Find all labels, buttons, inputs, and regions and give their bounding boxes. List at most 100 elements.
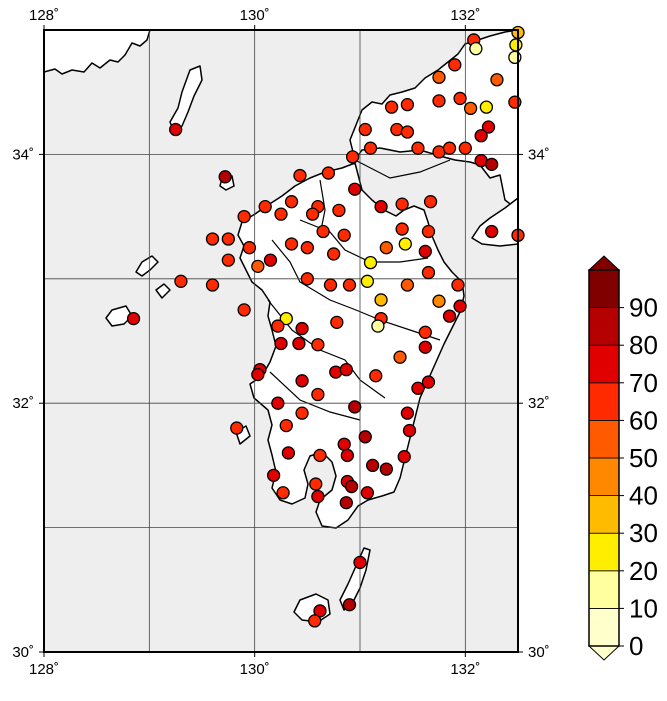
colorbar-label: 40	[629, 481, 658, 511]
colorbar-segment	[588, 495, 620, 534]
station-marker	[237, 209, 251, 224]
colorbar-label: 30	[629, 518, 658, 548]
goto-islands	[105, 305, 133, 327]
station-marker	[305, 207, 320, 221]
station-marker	[276, 486, 290, 500]
station-marker	[174, 274, 188, 288]
station-marker	[360, 486, 375, 500]
colorbar-segment	[588, 382, 620, 421]
station-marker	[421, 224, 436, 239]
station-marker	[169, 122, 183, 137]
station-marker	[418, 325, 432, 339]
station-marker	[284, 195, 299, 209]
station-marker	[279, 311, 293, 326]
x-tick-label: 128˚	[29, 7, 59, 24]
station-marker	[321, 166, 336, 180]
station-marker	[258, 199, 272, 214]
station-marker	[448, 58, 462, 72]
station-marker	[205, 232, 220, 246]
station-marker	[344, 479, 359, 494]
station-marker	[442, 141, 457, 155]
station-marker	[337, 228, 351, 242]
colorbar-segment	[588, 344, 620, 384]
x-tick-label: 130˚	[240, 7, 270, 24]
y-tick-label: 32˚	[528, 395, 550, 412]
station-marker	[126, 311, 141, 326]
goto-islands	[135, 255, 159, 277]
station-marker	[509, 38, 523, 52]
map-frame	[43, 29, 519, 653]
station-marker	[418, 244, 432, 259]
goto-islands	[155, 283, 171, 299]
station-marker	[432, 70, 446, 84]
colorbar-label: 20	[629, 556, 658, 586]
station-marker	[266, 468, 281, 483]
station-marker	[474, 129, 488, 143]
station-marker	[295, 321, 309, 336]
station-marker	[365, 458, 380, 473]
station-marker	[308, 614, 322, 628]
colorbar-label: 70	[629, 368, 658, 398]
station-markers	[126, 25, 525, 628]
colorbar: 0 10 20 30 40 50 60 70 80 90	[587, 255, 658, 661]
station-marker	[400, 406, 415, 420]
station-marker	[295, 406, 309, 420]
station-marker	[263, 253, 278, 267]
station-marker	[221, 232, 235, 246]
y-tick-label: 30˚	[12, 644, 34, 661]
station-marker	[339, 496, 353, 510]
station-marker	[384, 100, 399, 114]
x-tick-label: 132˚	[450, 661, 480, 678]
y-tick-label: 34˚	[12, 146, 34, 163]
station-marker	[423, 195, 438, 209]
station-marker	[353, 555, 367, 570]
station-marker	[463, 101, 478, 116]
colorbar-label: 10	[629, 593, 658, 623]
station-marker	[348, 400, 362, 414]
station-marker	[432, 94, 446, 108]
station-marker	[251, 259, 265, 274]
station-marker	[358, 430, 372, 444]
station-marker	[397, 450, 411, 464]
station-marker	[453, 91, 467, 106]
station-marker	[411, 141, 425, 155]
station-marker	[479, 100, 494, 114]
station-marker	[400, 278, 415, 292]
station-marker	[402, 423, 417, 438]
station-marker	[358, 122, 372, 137]
station-marker	[316, 224, 330, 239]
colorbar-label: 90	[629, 293, 658, 323]
station-marker	[490, 73, 504, 87]
station-marker	[311, 489, 325, 504]
station-marker	[451, 278, 465, 292]
station-marker	[293, 168, 307, 183]
station-marker	[363, 141, 378, 155]
station-marker	[274, 336, 288, 351]
station-marker	[345, 150, 360, 164]
station-marker	[300, 272, 314, 286]
station-marker	[337, 437, 351, 451]
colorbar-segment	[588, 608, 620, 647]
station-marker	[398, 237, 412, 251]
station-marker	[342, 278, 357, 292]
station-marker	[348, 182, 362, 196]
colorbar-label: 60	[629, 405, 658, 435]
station-marker	[300, 241, 314, 255]
colorbar-segment	[588, 532, 620, 572]
station-marker	[395, 222, 409, 236]
station-marker	[379, 241, 393, 255]
y-tick-label: 30˚	[528, 644, 550, 661]
station-marker	[340, 448, 355, 463]
colorbar-segment	[588, 269, 620, 308]
station-marker	[374, 293, 388, 307]
colorbar-max-triangle	[587, 255, 621, 271]
station-marker	[230, 421, 244, 435]
station-marker	[295, 374, 309, 388]
station-marker	[411, 381, 425, 395]
station-marker	[313, 448, 327, 463]
station-marker	[274, 207, 288, 221]
station-marker	[421, 265, 436, 280]
station-marker	[421, 375, 436, 389]
station-marker	[453, 299, 467, 313]
